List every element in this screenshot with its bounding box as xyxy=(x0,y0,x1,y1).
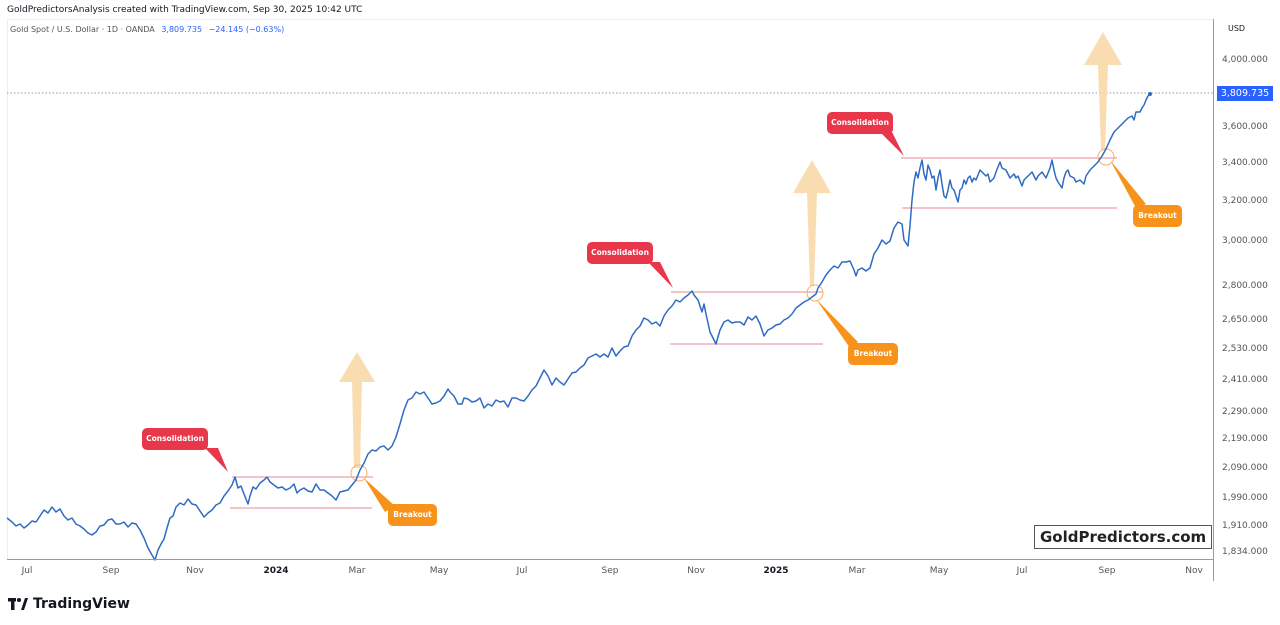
price-tick: 3,600.000 xyxy=(1222,122,1268,132)
tradingview-logo-icon xyxy=(8,598,28,610)
time-axis[interactable]: Jul Sep Nov 2024 Mar May Jul Sep Nov 2025 Mar May Ju… xyxy=(7,559,1213,581)
price-tick: 2,650.000 xyxy=(1222,315,1268,325)
consolidation-pointer xyxy=(648,262,673,288)
arrow-up-icon xyxy=(1084,32,1122,150)
consolidation-pointer xyxy=(880,132,904,156)
price-tick: 3,400.000 xyxy=(1222,158,1268,168)
time-tick: Jul xyxy=(21,566,33,576)
time-tick: 2024 xyxy=(263,566,289,576)
breakout-callout-2: Breakout xyxy=(848,343,898,365)
time-tick: 2025 xyxy=(763,566,789,576)
price-tick: 3,000.000 xyxy=(1222,236,1268,246)
watermark: GoldPredictors.com xyxy=(1034,525,1213,549)
chart-pane[interactable] xyxy=(7,19,1213,559)
tradingview-brand: TradingView xyxy=(33,596,130,612)
consolidation-callout-3: Consolidation xyxy=(827,112,893,134)
price-tick: 4,000.000 xyxy=(1222,55,1268,65)
last-price-value: 3,809.735 xyxy=(161,25,203,34)
time-tick: Jul xyxy=(516,566,528,576)
breakout-pointer xyxy=(364,478,395,512)
breakout-pointer xyxy=(816,299,858,348)
price-tick: 1,990.000 xyxy=(1222,493,1268,503)
consolidation-ranges xyxy=(230,157,1117,509)
chart-credit: GoldPredictorsAnalysis created with Trad… xyxy=(7,5,363,15)
breakout-callout-1: Breakout xyxy=(388,504,437,526)
price-tick: 3,200.000 xyxy=(1222,196,1268,206)
breakout-marker xyxy=(1097,148,1115,166)
time-tick: Sep xyxy=(102,566,120,576)
time-tick: Nov xyxy=(186,566,204,576)
price-tick: 1,834.000 xyxy=(1222,547,1268,557)
arrow-up-icon xyxy=(339,352,375,468)
arrow-up-icon xyxy=(793,160,831,286)
price-tick: 2,530.000 xyxy=(1222,344,1268,354)
last-price-badge: 3,809.735 xyxy=(1217,86,1273,101)
price-tick: 2,290.000 xyxy=(1222,407,1268,417)
symbol-title: Gold Spot / U.S. Dollar · 1D · OANDA xyxy=(10,25,155,34)
time-tick: May xyxy=(929,566,949,576)
breakout-marker xyxy=(806,284,824,302)
consolidation-callout-2: Consolidation xyxy=(587,242,653,264)
last-point-marker xyxy=(1148,92,1152,96)
time-tick: Sep xyxy=(601,566,619,576)
price-line xyxy=(6,93,1151,561)
time-tick: Mar xyxy=(348,566,366,576)
price-tick: 2,410.000 xyxy=(1222,375,1268,385)
breakout-callout-3: Breakout xyxy=(1133,205,1182,227)
symbol-legend: Gold Spot / U.S. Dollar · 1D · OANDA 3,8… xyxy=(10,25,284,34)
breakout-pointer xyxy=(1110,160,1146,208)
time-tick: Nov xyxy=(687,566,705,576)
price-tick: 2,800.000 xyxy=(1222,281,1268,291)
price-tick: 1,910.000 xyxy=(1222,521,1268,531)
consolidation-callout-1: Consolidation xyxy=(142,428,208,450)
time-tick: May xyxy=(429,566,449,576)
price-tick: 2,090.000 xyxy=(1222,463,1268,473)
time-tick: Sep xyxy=(1098,566,1116,576)
price-axis[interactable]: USD 4,000.000 3,600.000 3,400.000 3,200.000… xyxy=(1213,19,1280,581)
consolidation-pointer xyxy=(205,448,228,472)
breakout-marker xyxy=(350,464,368,482)
time-tick: Mar xyxy=(848,566,866,576)
currency-label: USD xyxy=(1228,24,1246,33)
price-change: −24.145 (−0.63%) xyxy=(208,25,285,34)
time-tick: Jul xyxy=(1016,566,1028,576)
time-tick: Nov xyxy=(1185,566,1203,576)
tradingview-logo[interactable]: TradingView xyxy=(8,596,130,612)
price-tick: 2,190.000 xyxy=(1222,434,1268,444)
